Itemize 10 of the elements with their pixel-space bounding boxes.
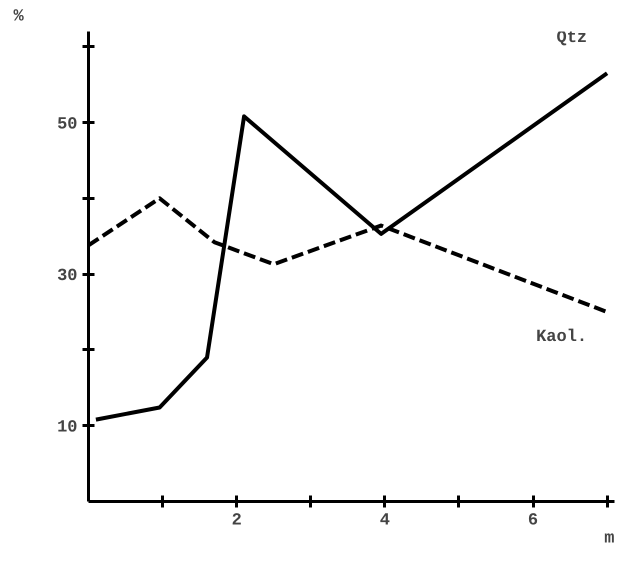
x-tick-label: 4 bbox=[380, 512, 390, 530]
y-axis-title: % bbox=[14, 8, 24, 26]
series-label: Kaol. bbox=[536, 328, 588, 347]
x-axis-title: m bbox=[604, 530, 614, 548]
y-tick-label: 30 bbox=[57, 267, 78, 286]
line-series bbox=[94, 71, 610, 422]
y-tick-label: 50 bbox=[57, 115, 78, 134]
y-tick-label: 10 bbox=[57, 418, 78, 438]
x-tick-label: 6 bbox=[528, 512, 538, 530]
x-tick-label: 2 bbox=[232, 512, 242, 530]
